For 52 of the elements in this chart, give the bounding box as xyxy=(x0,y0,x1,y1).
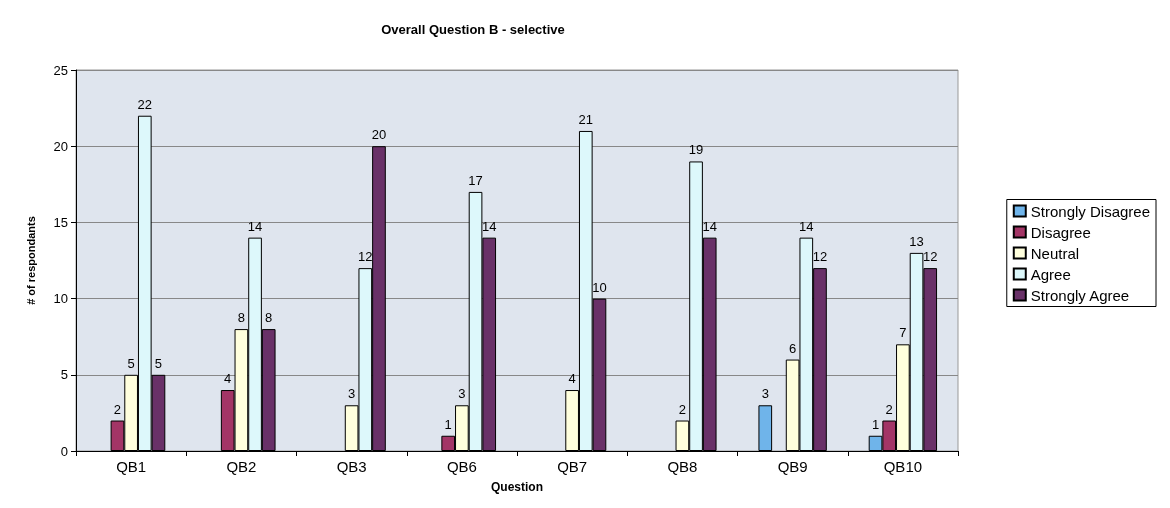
data-label: 1 xyxy=(444,416,452,432)
data-label: 4 xyxy=(568,371,576,387)
legend-label: Neutral xyxy=(1030,244,1080,262)
data-label: 1 xyxy=(871,416,880,432)
y-tick-label: 20 xyxy=(53,138,68,154)
y-tick-label: 15 xyxy=(53,214,68,230)
data-label: 14 xyxy=(799,218,814,234)
data-label: 14 xyxy=(481,218,497,234)
y-tick-label: 5 xyxy=(60,367,68,383)
y-tick-label: 10 xyxy=(53,291,68,307)
data-label: 5 xyxy=(127,355,135,371)
data-label: 12 xyxy=(922,249,938,265)
data-label: 22 xyxy=(137,96,153,112)
data-label: 3 xyxy=(458,386,466,402)
y-tick-label: 0 xyxy=(60,443,68,459)
x-axis-title: Question xyxy=(490,480,544,494)
data-label: 14 xyxy=(702,218,717,234)
data-label: 2 xyxy=(678,401,686,417)
data-label: 5 xyxy=(154,355,163,371)
data-label: 12 xyxy=(358,249,373,265)
data-label: 7 xyxy=(899,325,907,341)
chart-title: Overall Question B - selective xyxy=(381,22,565,37)
data-label: 2 xyxy=(113,401,122,417)
data-label: 3 xyxy=(348,386,356,402)
x-tick-label: QB3 xyxy=(336,458,367,475)
data-label: 8 xyxy=(237,310,245,326)
data-label: 20 xyxy=(371,127,387,143)
x-tick-label: QB2 xyxy=(226,458,257,475)
legend-label: Disagree xyxy=(1030,223,1091,241)
data-label: 6 xyxy=(789,340,797,356)
x-tick-label: QB9 xyxy=(777,458,808,475)
x-tick-label: QB1 xyxy=(116,458,147,475)
x-tick-label: QB7 xyxy=(557,458,588,475)
y-tick-label: 25 xyxy=(53,62,68,78)
x-tick-label: QB6 xyxy=(446,458,477,475)
data-label: 4 xyxy=(224,371,232,387)
data-label: 19 xyxy=(688,142,704,158)
data-label: 3 xyxy=(761,386,769,402)
y-axis-title: # of respondants xyxy=(24,216,37,305)
data-label: 13 xyxy=(909,233,924,249)
legend-label: Agree xyxy=(1030,265,1071,283)
legend-label: Strongly Disagree xyxy=(1030,202,1151,220)
data-label: 2 xyxy=(885,401,893,417)
data-label: 8 xyxy=(265,310,273,326)
data-label: 17 xyxy=(468,172,483,188)
data-label: 10 xyxy=(592,279,607,295)
x-tick-label: QB10 xyxy=(883,458,923,475)
data-label: 12 xyxy=(812,249,828,265)
legend-label: Strongly Agree xyxy=(1030,286,1130,304)
data-label: 14 xyxy=(247,218,263,234)
data-label: 21 xyxy=(578,111,594,127)
x-tick-label: QB8 xyxy=(667,458,698,475)
